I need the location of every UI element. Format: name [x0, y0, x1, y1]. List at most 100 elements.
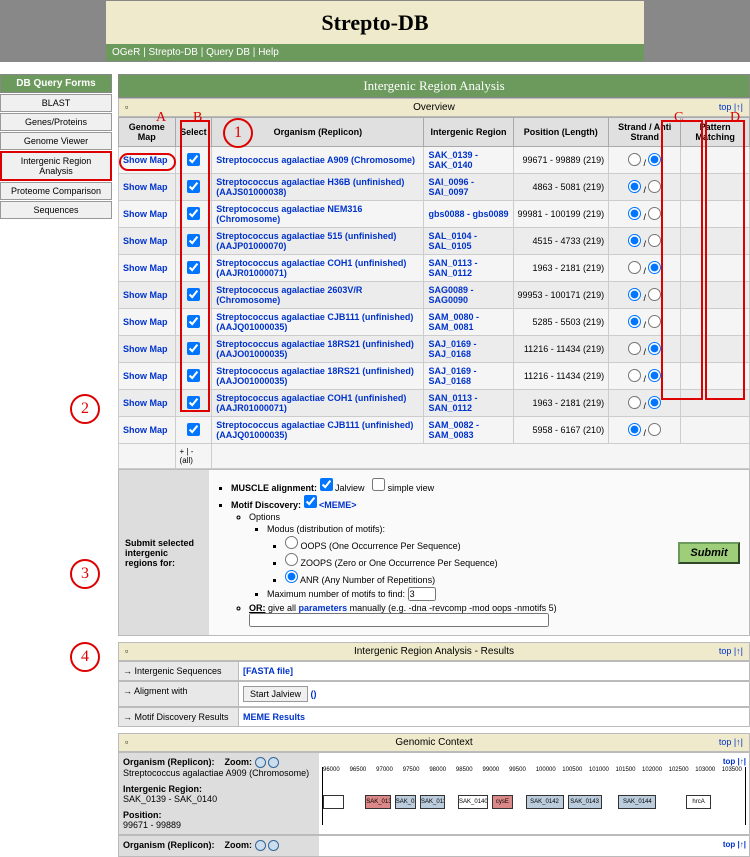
params-link[interactable]: parameters	[299, 603, 348, 613]
submit-button[interactable]: Submit	[678, 542, 739, 564]
select-row-check[interactable]	[187, 342, 200, 355]
gene-box[interactable]: cysE	[492, 795, 513, 809]
gene-box[interactable]: hrcA	[686, 795, 711, 809]
organism-link[interactable]: Streptococcus agalactiae 18RS21 (unfinis…	[216, 339, 414, 359]
region-link[interactable]: SAG0089 - SAG0090	[428, 285, 473, 305]
organism-link[interactable]: Streptococcus agalactiae 2603V/R (Chromo…	[216, 285, 362, 305]
antistrand-radio[interactable]	[648, 369, 661, 382]
organism-link[interactable]: Streptococcus agalactiae CJB111 (unfinis…	[216, 312, 413, 332]
strand-radio[interactable]	[628, 261, 641, 274]
show-map-link[interactable]: Show Map	[123, 182, 168, 192]
gene-box[interactable]: SAK_0140	[458, 795, 488, 809]
show-map-link[interactable]: Show Map	[123, 236, 168, 246]
zoops-radio[interactable]	[285, 553, 298, 566]
select-row-check[interactable]	[187, 315, 200, 328]
select-all-toggle[interactable]: + | - (all)	[175, 444, 212, 469]
region-link[interactable]: SAJ_0169 - SAJ_0168	[428, 339, 476, 359]
region-link[interactable]: SAJ_0169 - SAJ_0168	[428, 366, 476, 386]
region-link[interactable]: SAN_0113 - SAN_0112	[428, 258, 477, 278]
show-map-link[interactable]: Show Map	[123, 371, 168, 381]
select-row-check[interactable]	[187, 396, 200, 409]
show-map-link[interactable]: Show Map	[123, 263, 168, 273]
gene-box[interactable]: SAK_0142	[526, 795, 564, 809]
region-link[interactable]: SAM_0080 - SAM_0081	[428, 312, 479, 332]
show-map-link[interactable]: Show Map	[123, 290, 168, 300]
gene-box[interactable]	[323, 795, 344, 809]
antistrand-radio[interactable]	[648, 396, 661, 409]
organism-link[interactable]: Streptococcus agalactiae 515 (unfinished…	[216, 231, 396, 251]
antistrand-radio[interactable]	[648, 288, 661, 301]
nav-link[interactable]: Query DB	[206, 47, 250, 58]
strand-radio[interactable]	[628, 342, 641, 355]
region-link[interactable]: SAL_0104 - SAL_0105	[428, 231, 477, 251]
collapse-icon[interactable]: ▫	[125, 646, 128, 656]
nav-link[interactable]: Strepto-DB	[149, 47, 198, 58]
antistrand-radio[interactable]	[648, 315, 661, 328]
zoom-out-icon[interactable]	[268, 840, 279, 851]
gene-box[interactable]: SAK_0139	[420, 795, 445, 809]
sidebar-item[interactable]: Intergenic Region Analysis	[0, 151, 112, 181]
meme-link[interactable]: <MEME>	[319, 500, 357, 510]
show-map-link[interactable]: Show Map	[123, 209, 168, 219]
show-map-link[interactable]: Show Map	[123, 425, 168, 435]
sidebar-item[interactable]: BLAST	[0, 94, 112, 112]
show-map-link[interactable]: Show Map	[123, 398, 168, 408]
antistrand-radio[interactable]	[648, 261, 661, 274]
region-link[interactable]: SAK_0139 - SAK_0140	[428, 150, 478, 170]
region-link[interactable]: SAI_0096 - SAI_0097	[428, 177, 474, 197]
simple-check[interactable]	[372, 478, 385, 491]
show-map-link[interactable]: Show Map	[123, 155, 168, 165]
strand-radio[interactable]	[628, 315, 641, 328]
collapse-icon[interactable]: ▫	[125, 102, 128, 112]
select-row-check[interactable]	[187, 423, 200, 436]
antistrand-radio[interactable]	[648, 234, 661, 247]
organism-link[interactable]: Streptococcus agalactiae CJB111 (unfinis…	[216, 420, 413, 440]
gene-box[interactable]: SAK_0138	[395, 795, 416, 809]
top-link[interactable]: top |↑|	[719, 102, 743, 112]
zoom-out-icon[interactable]	[268, 757, 279, 768]
select-row-check[interactable]	[187, 207, 200, 220]
select-row-check[interactable]	[187, 261, 200, 274]
show-map-link[interactable]: Show Map	[123, 344, 168, 354]
organism-link[interactable]: Streptococcus agalactiae A909 (Chromosom…	[216, 155, 415, 165]
zoom-in-icon[interactable]	[255, 840, 266, 851]
antistrand-radio[interactable]	[648, 207, 661, 220]
region-link[interactable]: SAM_0082 - SAM_0083	[428, 420, 479, 440]
sidebar-item[interactable]: Proteome Comparison	[0, 182, 112, 200]
maxmotifs-input[interactable]	[408, 587, 436, 601]
meme-check[interactable]	[304, 495, 317, 508]
show-map-link[interactable]: Show Map	[123, 317, 168, 327]
nav-link[interactable]: Help	[258, 47, 279, 58]
sidebar-item[interactable]: Sequences	[0, 201, 112, 219]
select-row-check[interactable]	[187, 369, 200, 382]
oops-radio[interactable]	[285, 536, 298, 549]
gene-box[interactable]: SAK_0137	[365, 795, 390, 809]
top-link[interactable]: top |↑|	[723, 757, 746, 766]
strand-radio[interactable]	[628, 423, 641, 436]
select-row-check[interactable]	[187, 180, 200, 193]
region-link[interactable]: gbs0088 - gbs0089	[428, 209, 508, 219]
antistrand-radio[interactable]	[648, 180, 661, 193]
top-link[interactable]: top |↑|	[719, 737, 743, 747]
zoom-in-icon[interactable]	[255, 757, 266, 768]
strand-radio[interactable]	[628, 207, 641, 220]
strand-radio[interactable]	[628, 369, 641, 382]
result-link[interactable]: MEME Results	[243, 712, 305, 722]
region-link[interactable]: SAN_0113 - SAN_0112	[428, 393, 477, 413]
start-jalview-button[interactable]: Start Jalview	[243, 686, 308, 702]
gene-box[interactable]: SAK_0143	[568, 795, 602, 809]
result-link[interactable]: [FASTA file]	[243, 666, 293, 676]
params-input[interactable]	[249, 613, 549, 627]
top-link[interactable]: top |↑|	[723, 840, 746, 849]
organism-link[interactable]: Streptococcus agalactiae NEM316 (Chromos…	[216, 204, 362, 224]
strand-radio[interactable]	[628, 234, 641, 247]
gene-box[interactable]: SAK_0144	[618, 795, 656, 809]
top-link[interactable]: top |↑|	[719, 646, 743, 656]
jalview-check[interactable]	[320, 478, 333, 491]
antistrand-radio[interactable]	[648, 153, 661, 166]
collapse-icon[interactable]: ▫	[125, 737, 128, 747]
sidebar-item[interactable]: Genes/Proteins	[0, 113, 112, 131]
antistrand-radio[interactable]	[648, 423, 661, 436]
strand-radio[interactable]	[628, 153, 641, 166]
strand-radio[interactable]	[628, 180, 641, 193]
